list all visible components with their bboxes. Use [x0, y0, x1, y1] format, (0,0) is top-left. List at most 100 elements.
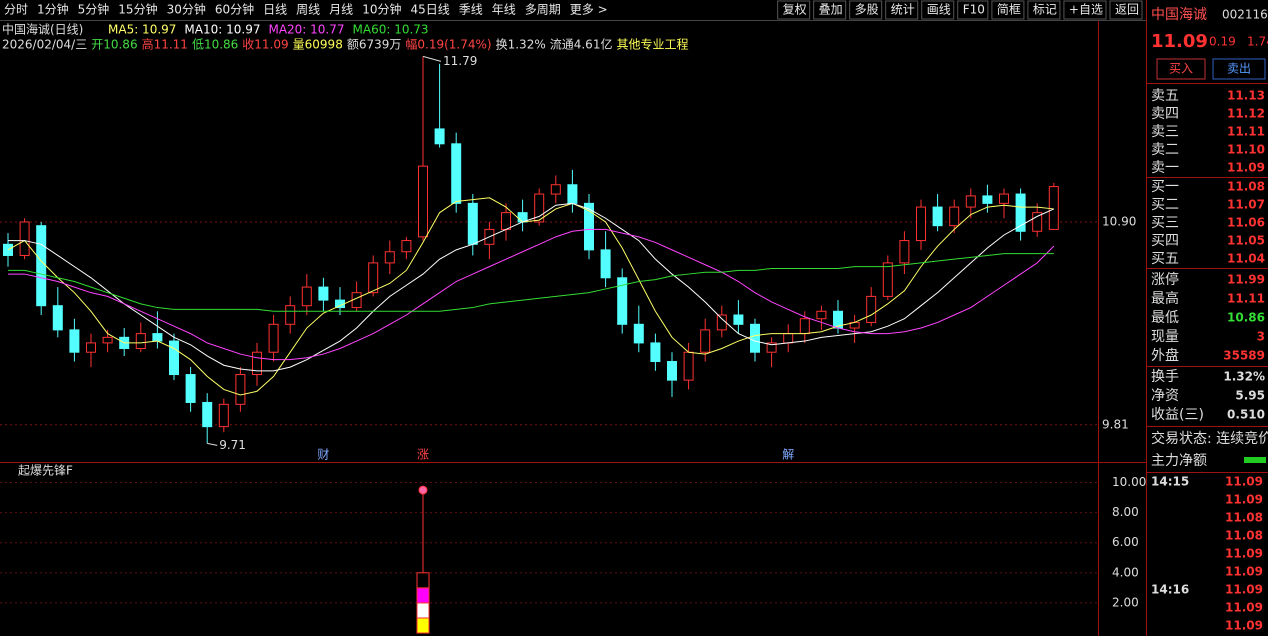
quote-value: 11.11 [1227, 292, 1265, 306]
quote-label: 买二 [1151, 197, 1179, 213]
info-volume: 量60998 [293, 38, 343, 52]
candle-body [135, 333, 146, 349]
tool-frame [849, 0, 883, 20]
ma-line [8, 228, 1055, 361]
quote-value: 10.86 [1227, 311, 1265, 325]
period-tab[interactable]: 5分钟 [78, 2, 110, 17]
tool-button[interactable]: 统计 [891, 3, 915, 17]
quote-value: 11.06 [1227, 216, 1265, 230]
stack-segment [416, 587, 430, 604]
period-tab[interactable]: 多周期 [525, 3, 561, 17]
stack-segment [416, 572, 430, 589]
info-line: 开10.86 高11.11 低10.86 收11.09 量60998 额6739… [91, 37, 688, 52]
tick-time: 14:15 [1151, 475, 1189, 489]
quote-label: 最低 [1151, 310, 1179, 326]
period-tab[interactable]: 日线 [263, 3, 287, 17]
candle-body [716, 314, 727, 331]
candle-body [202, 401, 213, 428]
candle-body [617, 277, 628, 325]
tick-price: 11.09 [1225, 493, 1263, 507]
candle-body [965, 195, 976, 208]
quote-label: 换手 [1151, 368, 1179, 385]
quote-label: 外盘 [1151, 347, 1179, 364]
candle-body [999, 193, 1009, 204]
quote-label: 卖三 [1151, 124, 1179, 140]
candle-body [667, 361, 677, 381]
period-tab[interactable]: 45日线 [410, 3, 449, 17]
period-tab[interactable]: 周线 [296, 3, 320, 17]
legend-entry: MA5: 10.97 [108, 23, 176, 37]
tool-button[interactable]: 返回 [1115, 3, 1139, 17]
chart-name: 中国海诚(日线) [2, 22, 83, 37]
tool-button[interactable]: +自选 [1069, 3, 1103, 17]
candle-body [932, 206, 943, 227]
y-tick-label: 2.00 [1112, 595, 1139, 609]
candle-body [733, 314, 744, 325]
period-tab[interactable]: 更多 > [570, 3, 608, 17]
buy-button[interactable] [1156, 58, 1206, 80]
tick-price: 11.08 [1225, 529, 1263, 543]
quote-value: 11.07 [1227, 198, 1265, 212]
candle-body [384, 251, 395, 264]
candle-body [584, 202, 594, 251]
tool-button[interactable]: 标记 [1033, 3, 1057, 17]
period-tab[interactable]: 分时 [4, 3, 28, 17]
sell-label[interactable]: 卖出 [1227, 62, 1251, 76]
quote-change: 0.19 [1209, 35, 1236, 49]
quote-value: 5.95 [1235, 389, 1265, 403]
candle-body [1015, 193, 1026, 232]
quote-label: 卖一 [1151, 160, 1179, 176]
quote-label: 最高 [1151, 290, 1179, 307]
period-tab[interactable]: 15分钟 [118, 2, 157, 17]
quote-value: 11.10 [1227, 143, 1265, 157]
tool-frame [1063, 0, 1107, 20]
tool-button[interactable]: 简框 [997, 3, 1021, 17]
info-close: 收11.09 [242, 38, 288, 52]
tick-price: 11.09 [1225, 547, 1263, 561]
candle-body [899, 240, 910, 264]
tool-button[interactable]: 多股 [855, 3, 879, 17]
period-tab[interactable]: 年线 [492, 3, 516, 17]
period-tab[interactable]: 月线 [329, 3, 353, 17]
info-turnover: 换1.32% [496, 38, 546, 52]
info-date: 2026/02/04/三 [2, 38, 87, 52]
tool-frame [777, 0, 811, 20]
tool-button[interactable]: 叠加 [819, 3, 843, 17]
flow-bar [1244, 457, 1266, 463]
candle-body [401, 240, 412, 253]
quote-value: 0.510 [1227, 408, 1265, 422]
tool-frame [957, 0, 989, 20]
quote-value: 11.09 [1227, 161, 1265, 175]
candle-body [866, 295, 877, 323]
period-tab[interactable]: 季线 [459, 3, 483, 17]
candle-body [799, 318, 810, 335]
period-tab[interactable]: 30分钟 [167, 2, 206, 17]
tool-frame [991, 0, 1025, 20]
tick-time: 14:16 [1151, 583, 1189, 597]
quote-value: 3 [1257, 330, 1265, 344]
tool-button[interactable]: 复权 [783, 3, 807, 17]
buy-label[interactable]: 买入 [1169, 62, 1193, 76]
quote-value: 1.32% [1223, 370, 1265, 384]
tool-button[interactable]: 画线 [927, 3, 951, 17]
tool-button[interactable]: F10 [963, 3, 985, 17]
period-tab[interactable]: 10分钟 [362, 2, 401, 17]
flow-label: 主力净额 [1151, 453, 1207, 469]
tick-price: 11.09 [1225, 601, 1263, 615]
period-tab[interactable]: 1分钟 [37, 2, 69, 17]
candle-body [434, 128, 445, 145]
info-float: 流通4.61亿 [550, 37, 613, 52]
stack-segment [416, 617, 430, 634]
tool-frame [885, 0, 919, 20]
candle-body [882, 262, 893, 297]
event-marker: 解 [782, 448, 794, 462]
candle-body [550, 184, 561, 195]
sell-button[interactable] [1212, 58, 1266, 80]
info-change: 幅0.19(1.74%) [405, 37, 491, 52]
indicator-title: 起爆先锋F [18, 464, 73, 478]
event-marker: 财 [317, 448, 329, 462]
period-tab[interactable]: 60分钟 [215, 2, 254, 17]
quote-label: 现量 [1151, 329, 1179, 345]
event-marker: 涨 [417, 447, 429, 462]
